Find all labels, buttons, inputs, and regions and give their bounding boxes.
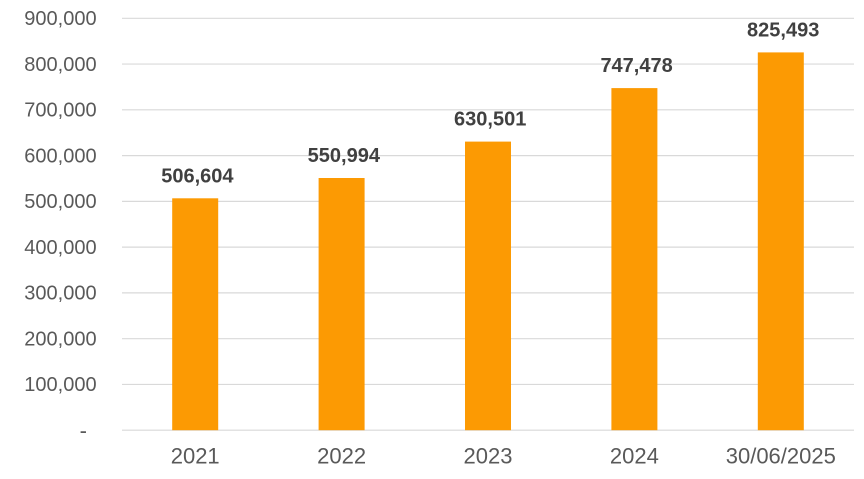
svg-text:2021: 2021: [171, 444, 220, 469]
svg-text:-: -: [80, 418, 87, 443]
svg-text:800,000: 800,000: [24, 54, 96, 76]
svg-text:630,501: 630,501: [454, 109, 526, 131]
svg-text:2022: 2022: [317, 444, 366, 469]
svg-text:2024: 2024: [610, 444, 659, 469]
svg-text:600,000: 600,000: [24, 145, 96, 167]
svg-text:506,604: 506,604: [161, 165, 234, 187]
svg-text:500,000: 500,000: [24, 191, 96, 213]
svg-text:400,000: 400,000: [24, 237, 96, 259]
svg-text:747,478: 747,478: [600, 55, 672, 77]
svg-text:700,000: 700,000: [24, 100, 96, 122]
svg-text:300,000: 300,000: [24, 283, 96, 305]
svg-text:550,994: 550,994: [308, 145, 381, 167]
svg-text:825,493: 825,493: [747, 19, 819, 41]
svg-text:100,000: 100,000: [24, 374, 96, 396]
svg-text:200,000: 200,000: [24, 328, 96, 350]
svg-text:2023: 2023: [464, 444, 513, 469]
svg-text:900,000: 900,000: [24, 8, 96, 30]
svg-text:30/06/2025: 30/06/2025: [726, 444, 836, 469]
